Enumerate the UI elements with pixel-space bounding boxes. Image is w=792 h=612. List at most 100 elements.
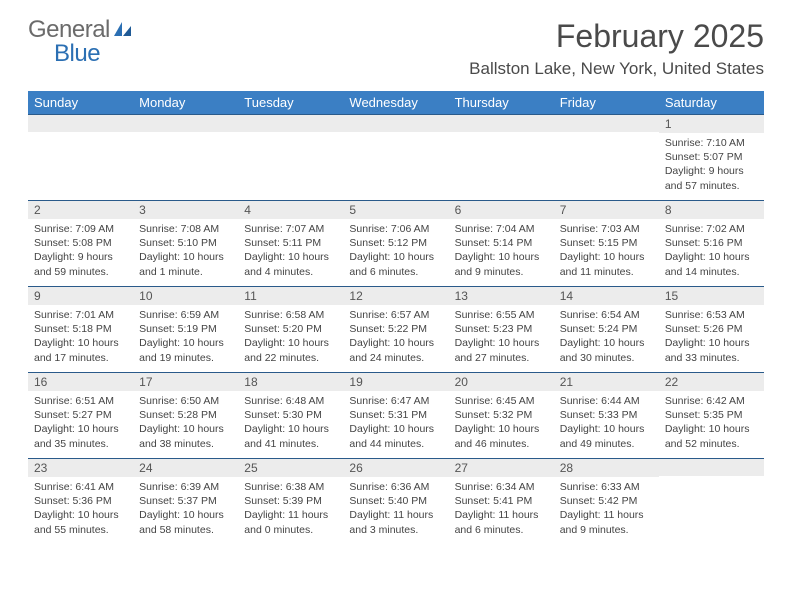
calendar-day-cell: 19Sunrise: 6:47 AMSunset: 5:31 PMDayligh… [343, 373, 448, 459]
day-detail-line: Daylight: 10 hours and 9 minutes. [455, 250, 548, 278]
day-detail-line: Daylight: 10 hours and 52 minutes. [665, 422, 758, 450]
day-number: 17 [133, 373, 238, 391]
day-details: Sunrise: 6:45 AMSunset: 5:32 PMDaylight:… [449, 391, 554, 455]
day-detail-line: Sunset: 5:28 PM [139, 408, 232, 422]
day-detail-line: Sunrise: 6:47 AM [349, 394, 442, 408]
day-detail-line: Sunset: 5:35 PM [665, 408, 758, 422]
day-detail-line: Sunset: 5:16 PM [665, 236, 758, 250]
calendar-day-cell: 15Sunrise: 6:53 AMSunset: 5:26 PMDayligh… [659, 287, 764, 373]
day-details: Sunrise: 6:59 AMSunset: 5:19 PMDaylight:… [133, 305, 238, 369]
day-detail-line: Sunset: 5:20 PM [244, 322, 337, 336]
calendar-day-cell: 8Sunrise: 7:02 AMSunset: 5:16 PMDaylight… [659, 201, 764, 287]
day-detail-line: Sunset: 5:10 PM [139, 236, 232, 250]
day-detail-line: Sunset: 5:41 PM [455, 494, 548, 508]
day-detail-line: Sunrise: 7:06 AM [349, 222, 442, 236]
day-detail-line: Sunrise: 6:55 AM [455, 308, 548, 322]
calendar-day-cell: 11Sunrise: 6:58 AMSunset: 5:20 PMDayligh… [238, 287, 343, 373]
day-detail-line: Sunset: 5:30 PM [244, 408, 337, 422]
weekday-header-row: SundayMondayTuesdayWednesdayThursdayFrid… [28, 91, 764, 115]
day-details: Sunrise: 6:34 AMSunset: 5:41 PMDaylight:… [449, 477, 554, 541]
calendar-week-row: 2Sunrise: 7:09 AMSunset: 5:08 PMDaylight… [28, 201, 764, 287]
day-detail-line: Sunset: 5:33 PM [560, 408, 653, 422]
day-detail-line: Daylight: 11 hours and 3 minutes. [349, 508, 442, 536]
day-detail-line: Sunset: 5:11 PM [244, 236, 337, 250]
day-number: 16 [28, 373, 133, 391]
day-details: Sunrise: 6:55 AMSunset: 5:23 PMDaylight:… [449, 305, 554, 369]
day-detail-line: Sunrise: 6:48 AM [244, 394, 337, 408]
logo-text-gray: General [28, 18, 110, 42]
day-detail-line: Sunset: 5:27 PM [34, 408, 127, 422]
day-detail-line: Daylight: 10 hours and 58 minutes. [139, 508, 232, 536]
day-detail-line: Sunrise: 7:02 AM [665, 222, 758, 236]
day-number: 6 [449, 201, 554, 219]
day-number: 10 [133, 287, 238, 305]
calendar-day-cell: 17Sunrise: 6:50 AMSunset: 5:28 PMDayligh… [133, 373, 238, 459]
day-detail-line: Daylight: 10 hours and 44 minutes. [349, 422, 442, 450]
weekday-header: Friday [554, 91, 659, 115]
day-number: 12 [343, 287, 448, 305]
logo-sail-icon [113, 18, 133, 42]
day-details: Sunrise: 7:01 AMSunset: 5:18 PMDaylight:… [28, 305, 133, 369]
calendar-day-cell: 5Sunrise: 7:06 AMSunset: 5:12 PMDaylight… [343, 201, 448, 287]
day-detail-line: Sunrise: 6:51 AM [34, 394, 127, 408]
calendar-day-cell: 7Sunrise: 7:03 AMSunset: 5:15 PMDaylight… [554, 201, 659, 287]
page-title: February 2025 [469, 18, 764, 55]
calendar-empty-cell [554, 115, 659, 201]
day-detail-line: Sunrise: 6:33 AM [560, 480, 653, 494]
day-number: 24 [133, 459, 238, 477]
day-number [28, 115, 133, 132]
day-number: 14 [554, 287, 659, 305]
logo-text-blue: Blue [54, 42, 133, 66]
day-number: 20 [449, 373, 554, 391]
calendar-table: SundayMondayTuesdayWednesdayThursdayFrid… [28, 91, 764, 545]
calendar-day-cell: 16 Sunrise: 6:51 AMSunset: 5:27 PMDayligh… [28, 373, 133, 459]
weekday-header: Wednesday [343, 91, 448, 115]
calendar-day-cell: 2Sunrise: 7:09 AMSunset: 5:08 PMDaylight… [28, 201, 133, 287]
calendar-day-cell: 24 Sunrise: 6:39 AMSunset: 5:37 PMDayligh… [133, 459, 238, 545]
day-details: Sunrise: 7:09 AMSunset: 5:08 PMDaylight:… [28, 219, 133, 283]
day-details: Sunrise: 7:03 AMSunset: 5:15 PMDaylight:… [554, 219, 659, 283]
calendar-day-cell: 4Sunrise: 7:07 AMSunset: 5:11 PMDaylight… [238, 201, 343, 287]
day-detail-line: Sunset: 5:15 PM [560, 236, 653, 250]
day-detail-line: Sunrise: 6:58 AM [244, 308, 337, 322]
day-number: 18 [238, 373, 343, 391]
day-details: Sunrise: 7:07 AMSunset: 5:11 PMDaylight:… [238, 219, 343, 283]
calendar-day-cell: 14Sunrise: 6:54 AMSunset: 5:24 PMDayligh… [554, 287, 659, 373]
day-detail-line: Sunrise: 6:34 AM [455, 480, 548, 494]
day-details: Sunrise: 6:54 AMSunset: 5:24 PMDaylight:… [554, 305, 659, 369]
calendar-week-row: 9Sunrise: 7:01 AMSunset: 5:18 PMDaylight… [28, 287, 764, 373]
calendar-day-cell: 21Sunrise: 6:44 AMSunset: 5:33 PMDayligh… [554, 373, 659, 459]
day-detail-line: Daylight: 10 hours and 6 minutes. [349, 250, 442, 278]
weekday-header: Monday [133, 91, 238, 115]
calendar-day-cell: 10Sunrise: 6:59 AMSunset: 5:19 PMDayligh… [133, 287, 238, 373]
day-detail-line: Sunrise: 6:53 AM [665, 308, 758, 322]
day-number: 22 [659, 373, 764, 391]
day-detail-line: Daylight: 10 hours and 24 minutes. [349, 336, 442, 364]
day-details: Sunrise: 7:04 AMSunset: 5:14 PMDaylight:… [449, 219, 554, 283]
day-number [659, 459, 764, 476]
calendar-empty-cell [343, 115, 448, 201]
calendar-day-cell: 13Sunrise: 6:55 AMSunset: 5:23 PMDayligh… [449, 287, 554, 373]
day-detail-line: Sunrise: 6:44 AM [560, 394, 653, 408]
day-detail-line: Sunset: 5:19 PM [139, 322, 232, 336]
day-detail-line: Sunset: 5:42 PM [560, 494, 653, 508]
day-details: Sunrise: 6:53 AMSunset: 5:26 PMDaylight:… [659, 305, 764, 369]
day-detail-line: Sunset: 5:36 PM [34, 494, 127, 508]
calendar-empty-cell [133, 115, 238, 201]
calendar-empty-cell [238, 115, 343, 201]
day-detail-line: Sunrise: 6:38 AM [244, 480, 337, 494]
day-detail-line: Sunrise: 6:39 AM [139, 480, 232, 494]
day-detail-line: Daylight: 10 hours and 17 minutes. [34, 336, 127, 364]
day-detail-line: Daylight: 10 hours and 11 minutes. [560, 250, 653, 278]
day-details: Sunrise: 6:57 AMSunset: 5:22 PMDaylight:… [343, 305, 448, 369]
calendar-body: 1Sunrise: 7:10 AMSunset: 5:07 PMDaylight… [28, 115, 764, 545]
calendar-day-cell: 12Sunrise: 6:57 AMSunset: 5:22 PMDayligh… [343, 287, 448, 373]
calendar-day-cell: 27Sunrise: 6:34 AMSunset: 5:41 PMDayligh… [449, 459, 554, 545]
day-detail-line: Sunset: 5:37 PM [139, 494, 232, 508]
day-number: 21 [554, 373, 659, 391]
day-number: 9 [28, 287, 133, 305]
day-number: 1 [659, 115, 764, 133]
day-detail-line: Daylight: 10 hours and 41 minutes. [244, 422, 337, 450]
day-detail-line: Daylight: 10 hours and 14 minutes. [665, 250, 758, 278]
day-detail-line: Daylight: 10 hours and 35 minutes. [34, 422, 127, 450]
